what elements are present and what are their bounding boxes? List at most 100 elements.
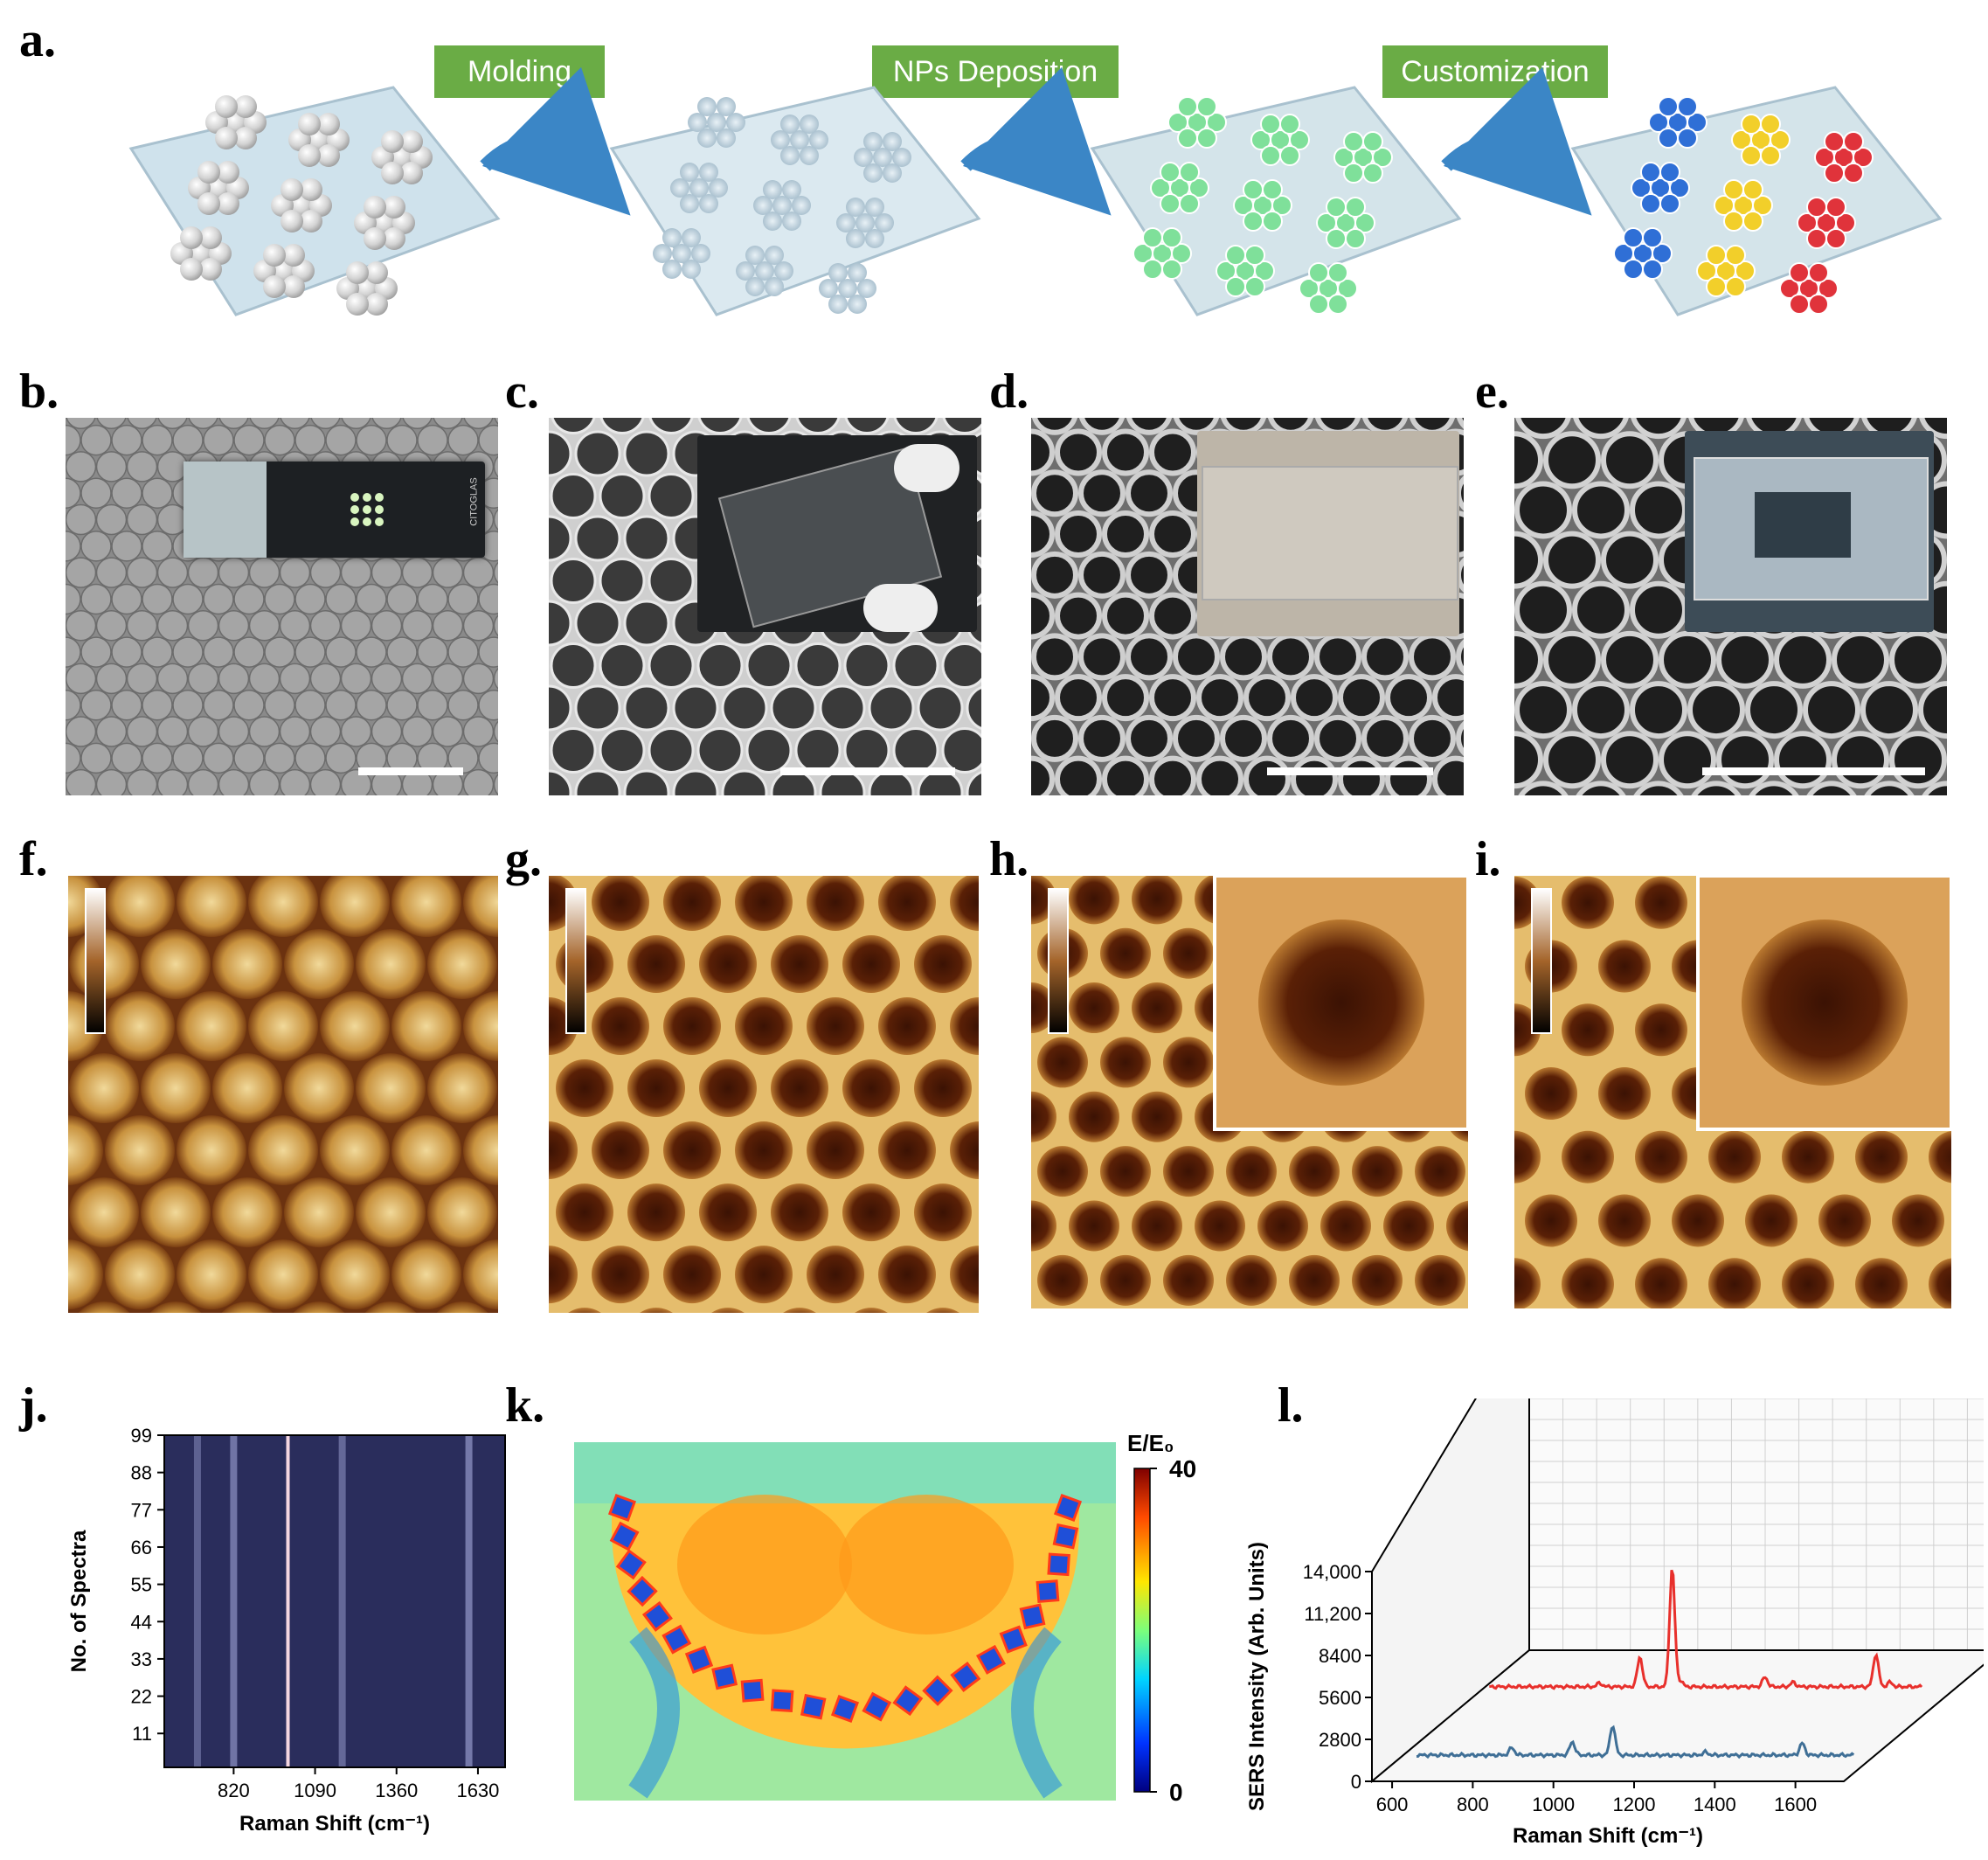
afm-pore [592, 997, 649, 1056]
afm-pore [1352, 1146, 1403, 1197]
sem-sphere [356, 424, 387, 456]
sem-pore [648, 726, 695, 774]
chip-spot [363, 493, 371, 502]
afm-pore [1289, 1146, 1340, 1197]
afm-sphere [177, 1239, 246, 1310]
afm-sphere [427, 1053, 497, 1124]
sem-sphere [371, 557, 403, 588]
sem-sphere [356, 689, 387, 721]
sem-sphere [310, 418, 341, 430]
sem-sphere [478, 424, 498, 456]
sem-pore [844, 418, 890, 434]
sphere [364, 227, 386, 250]
sem-sphere [66, 716, 97, 747]
np-filled-cavity [1723, 211, 1744, 232]
cavity [883, 132, 902, 151]
sem-sphere [371, 610, 403, 642]
sem-sphere [264, 424, 295, 456]
x-tick-label: 1360 [375, 1780, 418, 1801]
sem-pore [1149, 592, 1196, 640]
afm-pore [914, 1183, 972, 1242]
cavity [772, 196, 792, 215]
sphere [180, 226, 203, 249]
np-filled-cavity [1640, 162, 1661, 183]
sem-pore [1031, 592, 1055, 640]
np-filled-cavity [1789, 294, 1810, 315]
sphere [365, 261, 388, 284]
field-lobe [1011, 1627, 1063, 1799]
y-axis-label: SERS Intensity (Arb. Units) [1245, 1542, 1269, 1811]
np-filled-cavity [1171, 243, 1192, 264]
afm-sphere [248, 876, 318, 937]
x-tick-label: 600 [1376, 1794, 1409, 1815]
y-tick-label: 99 [131, 1425, 152, 1447]
afm-sphere [391, 1239, 461, 1310]
afm-pore [556, 1183, 613, 1242]
sem-sphere [462, 663, 495, 695]
nanoparticle [627, 1575, 658, 1607]
sem-pore [794, 726, 842, 774]
sem-pore [917, 684, 964, 732]
sem-sphere [340, 557, 372, 588]
sem-pore [1173, 418, 1220, 435]
cavity [662, 228, 682, 247]
cavity [726, 113, 745, 132]
afm-pore [1037, 1146, 1088, 1197]
np-filled-cavity [1789, 262, 1810, 283]
np-filled-cavity [1735, 260, 1756, 281]
sem-pore [941, 642, 981, 689]
afm-pore [842, 1059, 900, 1118]
np-filled-cavity [1262, 179, 1283, 200]
afm-pore [1708, 1130, 1761, 1183]
cavity [865, 229, 884, 248]
sem-sphere [248, 716, 281, 747]
sem-pore [1078, 469, 1126, 517]
field-region [574, 1442, 1116, 1503]
sem-sphere [417, 689, 448, 721]
sem-pore [1572, 681, 1630, 739]
afm-pore [699, 1183, 757, 1242]
sem-sphere [279, 663, 311, 695]
afm-pore [1782, 1130, 1834, 1183]
np-filled-cavity [1623, 259, 1644, 280]
sphere [298, 113, 321, 135]
sphere [346, 293, 369, 316]
sem-sphere [80, 531, 112, 562]
panel-label-d: d. [989, 364, 1029, 419]
afm-sphere [69, 1053, 139, 1124]
cavity [846, 229, 865, 248]
afm-pore [950, 876, 979, 932]
sem-pore [1291, 755, 1338, 795]
np-filled-cavity [1167, 112, 1188, 133]
sem-sphere [401, 663, 433, 695]
sem-pore [1338, 674, 1385, 722]
sem-sphere [432, 663, 464, 695]
sem-sphere [462, 768, 495, 795]
cavity [883, 163, 902, 183]
sem-sphere [340, 610, 372, 642]
sem-pore [648, 557, 695, 604]
afm-pore [556, 1059, 613, 1118]
afm-pore [1257, 1200, 1308, 1252]
sem-sphere [156, 557, 189, 588]
sem-pore [1196, 674, 1243, 722]
sem-pore [843, 726, 890, 774]
sem-sphere [478, 636, 498, 668]
afm-pore [1069, 876, 1119, 925]
sem-pore [1572, 580, 1630, 639]
cavity [809, 130, 828, 149]
afm-pore [1415, 1146, 1465, 1197]
sem-pore [966, 771, 981, 795]
chip-spot [350, 505, 359, 514]
afm-sphere [320, 1115, 390, 1186]
sem-sphere [340, 716, 372, 747]
sem-sphere [249, 418, 280, 430]
afm-pore [1289, 1254, 1340, 1306]
panel-label-j: j. [19, 1378, 48, 1433]
sem-sphere [493, 720, 498, 743]
sem-sphere [432, 557, 464, 588]
sem-pore [1055, 428, 1102, 476]
colorbar [1133, 1468, 1151, 1793]
nanoparticle [662, 1624, 692, 1655]
sem-pore [1031, 428, 1055, 476]
